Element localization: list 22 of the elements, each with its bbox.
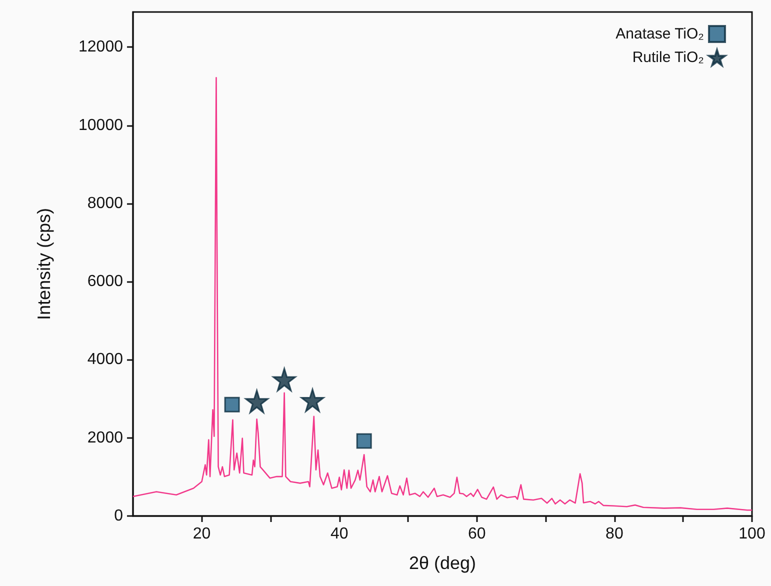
x-tick-label: 20 (192, 526, 211, 542)
y-tick-label: 8000 (87, 194, 124, 212)
y-tick-label: 12000 (78, 38, 124, 56)
x-axis-title: 2θ (deg) (408, 553, 476, 573)
line-series (132, 76, 753, 511)
y-tick-label: 4000 (87, 351, 124, 368)
y-tick-label: 2000 (87, 429, 124, 446)
legend-label: Anatase TiO₂ (616, 26, 704, 42)
point (245, 390, 269, 414)
point (356, 433, 372, 449)
x-tick-label: 60 (468, 526, 486, 542)
legend-label: Rutile TiO₂ (632, 49, 704, 66)
point (300, 388, 324, 412)
x-tick-label: 40 (330, 526, 348, 542)
point (272, 368, 296, 392)
x-tick-label: 80 (606, 526, 624, 542)
y-tick-label: 6000 (87, 273, 124, 290)
y-tick-label: 0 (114, 508, 124, 524)
y-tick-label: 10000 (78, 116, 124, 134)
point (224, 396, 240, 412)
x-tick-label: 100 (738, 526, 766, 542)
y-axis-title: Intensity (cps) (34, 208, 54, 320)
